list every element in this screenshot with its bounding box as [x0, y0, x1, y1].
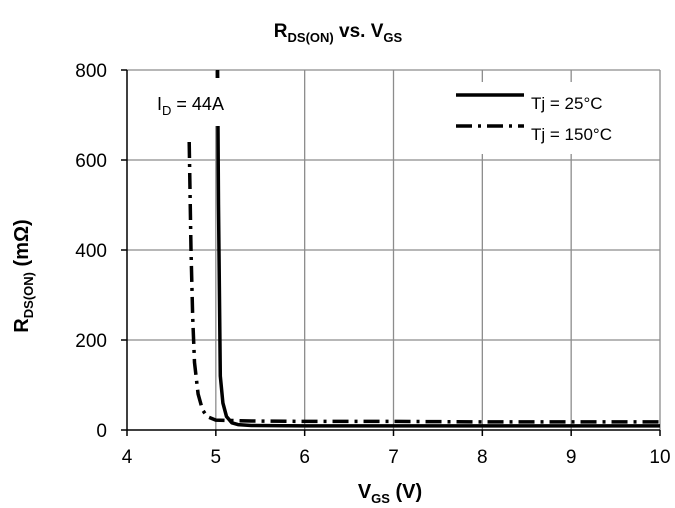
x-tick-label-4: 4 — [122, 447, 133, 468]
y-axis-title: RDS(ON) (mΩ) — [11, 219, 36, 332]
y-tick-label-0: 0 — [96, 421, 107, 442]
x-tick-label-10: 10 — [649, 447, 670, 468]
x-axis-title: VGS (V) — [358, 481, 422, 506]
chart-title: RDS(ON) vs. VGS — [274, 21, 403, 45]
legend-label-150c: Tj = 150°C — [531, 125, 612, 144]
y-tick-label-600: 600 — [75, 151, 107, 172]
x-tick-label-7: 7 — [388, 447, 399, 468]
x-tick-label-8: 8 — [477, 447, 488, 468]
legend: Tj = 25°C Tj = 150°C — [446, 82, 642, 154]
x-tick-label-6: 6 — [299, 447, 310, 468]
series-group — [187, 69, 660, 428]
y-tick-label-200: 200 — [75, 331, 107, 352]
annotation-label: ID = 44A — [157, 94, 224, 118]
tick-labels: 4 5 6 7 8 9 10 0 200 400 600 800 — [75, 61, 670, 468]
series-line-150c — [187, 141, 660, 424]
series-line-25c — [215, 69, 660, 428]
y-tick-label-400: 400 — [75, 241, 107, 262]
legend-label-25c: Tj = 25°C — [531, 94, 603, 113]
x-tick-label-5: 5 — [211, 447, 222, 468]
annotation-background — [132, 78, 252, 126]
x-tick-label-9: 9 — [566, 447, 577, 468]
y-tick-label-800: 800 — [75, 61, 107, 82]
